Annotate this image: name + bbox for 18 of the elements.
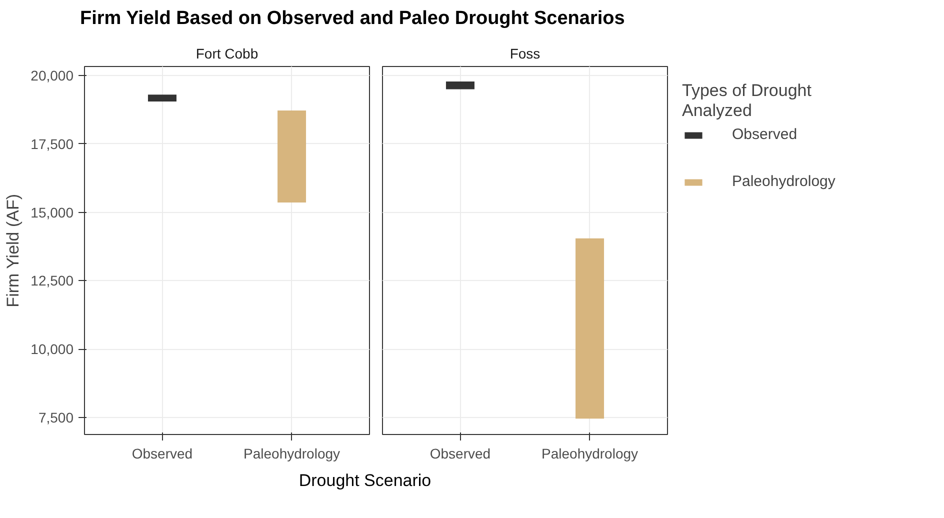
legend-label: Observed	[732, 126, 798, 143]
x-tick-label: Observed	[430, 446, 491, 462]
legend-title: Types of Drought Analyzed	[682, 81, 812, 121]
chart-subtitle: Foss	[510, 46, 540, 62]
chart-title: Firm Yield Based on Observed and Paleo Drought Scenarios	[80, 8, 625, 29]
x-tick-label: Paleohydrology	[244, 446, 340, 462]
chart-subtitle: Fort Cobb	[196, 46, 258, 62]
y-tick-label: 7,500	[38, 410, 74, 426]
y-tick-label: 17,500	[30, 136, 74, 152]
y-tick-label: 20,000	[30, 68, 74, 84]
y-tick-label: 15,000	[30, 204, 74, 220]
legend-label: Paleohydrology	[732, 173, 836, 190]
x-tick-label: Observed	[132, 446, 193, 462]
y-tick-label: 10,000	[30, 341, 74, 358]
x-tick-label: Paleohydrology	[542, 446, 638, 462]
y-tick-label: 12,500	[30, 272, 74, 289]
x-axis-title: Drought Scenario	[298, 470, 432, 492]
y-axis-title: Firm Yield (AF)	[4, 194, 23, 308]
